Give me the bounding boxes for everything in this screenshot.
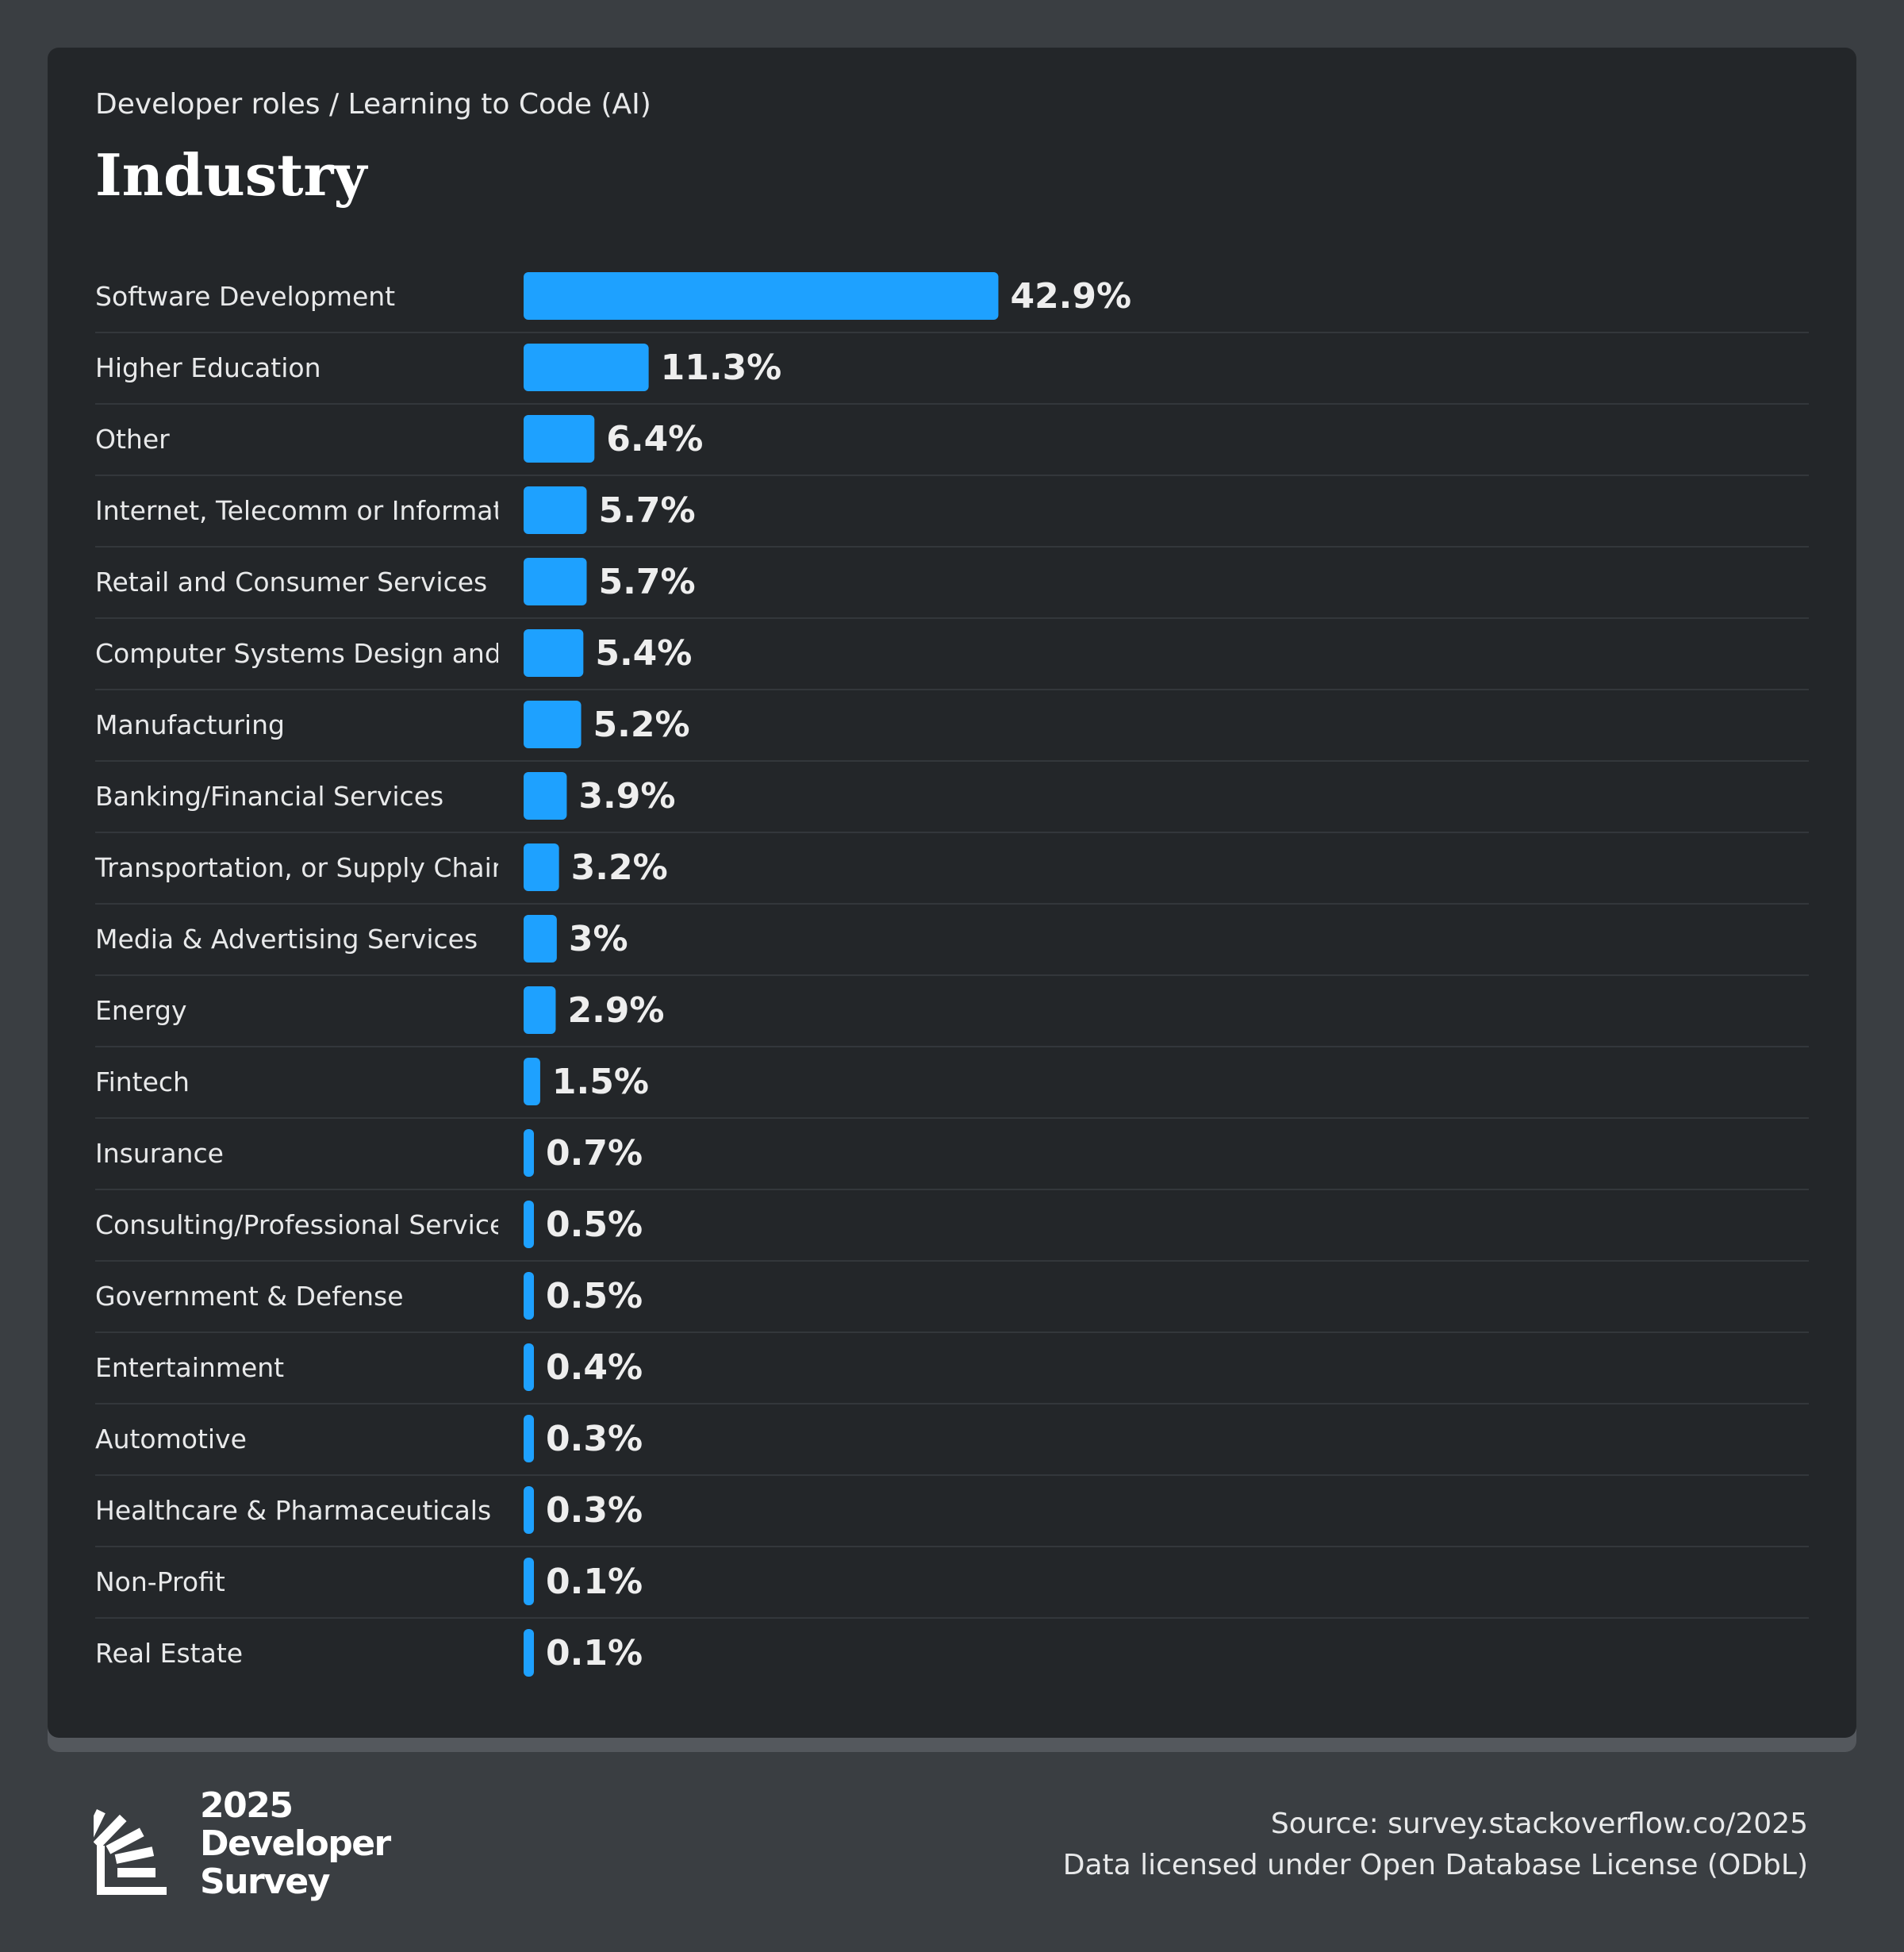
value-label: 2.9% — [567, 990, 664, 1031]
bar-row: Fintech 1.5% — [95, 1058, 1809, 1119]
bar-row: Healthcare & Pharmaceuticals 0.3% — [95, 1486, 1809, 1547]
bar — [524, 772, 567, 820]
bar — [524, 915, 557, 963]
bar — [524, 486, 587, 534]
bar-row: Consulting/Professional Services 0.5% — [95, 1201, 1809, 1262]
bar-row: Other 6.4% — [95, 415, 1809, 476]
category-label: Fintech — [95, 1066, 190, 1097]
value-label: 3% — [569, 919, 628, 959]
category-label: Other — [95, 424, 170, 455]
category-label: Consulting/Professional Services — [95, 1209, 519, 1240]
bar — [524, 344, 649, 391]
bar-row: Banking/Financial Services 3.9% — [95, 772, 1809, 833]
bar — [524, 629, 584, 677]
source-attribution: Source: survey.stackoverflow.co/2025 Dat… — [1063, 1804, 1808, 1886]
category-label: Manufacturing — [95, 709, 285, 740]
bar — [524, 843, 559, 891]
logo-year: 2025 — [200, 1785, 294, 1826]
survey-logo-text: 2025 Developer Survey — [200, 1785, 391, 1902]
logo-line-survey: Survey — [200, 1862, 330, 1902]
value-label: 3.2% — [571, 847, 668, 888]
bar — [524, 415, 595, 463]
bar — [524, 1558, 534, 1605]
value-label: 5.7% — [599, 490, 696, 531]
value-label: 0.7% — [546, 1133, 643, 1174]
category-label: Higher Education — [95, 352, 321, 383]
category-label: Computer Systems Design and Services — [95, 638, 620, 669]
bar-row: Insurance 0.7% — [95, 1129, 1809, 1190]
category-label: Real Estate — [95, 1638, 243, 1669]
category-label: Banking/Financial Services — [95, 781, 443, 812]
category-label: Insurance — [95, 1138, 224, 1169]
value-label: 0.3% — [546, 1419, 643, 1459]
category-label: Media & Advertising Services — [95, 924, 478, 955]
bar — [524, 1201, 534, 1248]
category-label: Government & Defense — [95, 1281, 404, 1312]
category-label: Software Development — [95, 281, 395, 312]
stack-overflow-logo-icon — [94, 1808, 167, 1895]
value-label: 11.3% — [661, 348, 782, 388]
category-label: Retail and Consumer Services — [95, 567, 487, 598]
category-label: Healthcare & Pharmaceuticals — [95, 1495, 491, 1526]
bar — [524, 272, 999, 320]
bar-row: Non-Profit 0.1% — [95, 1558, 1809, 1619]
category-label: Automotive — [95, 1424, 247, 1454]
bar — [524, 1058, 540, 1105]
bar-row: Manufacturing 5.2% — [95, 701, 1809, 762]
license-text: Data licensed under Open Database Licens… — [1062, 1849, 1808, 1881]
value-label: 0.5% — [546, 1276, 643, 1316]
bar-row: Internet, Telecomm or Information Servic… — [95, 486, 1809, 548]
value-label: 5.2% — [593, 705, 690, 745]
bar-row: Retail and Consumer Services 5.7% — [95, 558, 1809, 619]
breadcrumb: Developer roles / Learning to Code (AI) — [95, 88, 651, 121]
bar — [524, 1486, 534, 1534]
bar-row: Media & Advertising Services 3% — [95, 915, 1809, 976]
bar — [524, 1343, 534, 1391]
value-label: 0.3% — [546, 1490, 643, 1531]
bar — [524, 1129, 534, 1177]
bar-row: Automotive 0.3% — [95, 1415, 1809, 1476]
page-title: Industry — [95, 141, 367, 209]
value-label: 42.9% — [1010, 276, 1131, 317]
bar-row: Higher Education 11.3% — [95, 344, 1809, 405]
bar — [524, 1629, 534, 1677]
value-label: 0.1% — [546, 1633, 643, 1673]
value-label: 5.4% — [595, 633, 692, 674]
bar — [524, 1415, 534, 1462]
bar-row: Entertainment 0.4% — [95, 1343, 1809, 1404]
category-label: Energy — [95, 995, 187, 1026]
category-label: Internet, Telecomm or Information Servic… — [95, 495, 662, 526]
value-label: 0.5% — [546, 1205, 643, 1245]
bar-row: Government & Defense 0.5% — [95, 1272, 1809, 1333]
value-label: 0.1% — [546, 1562, 643, 1602]
value-label: 5.7% — [599, 562, 696, 602]
bar — [524, 986, 556, 1034]
chart-card — [48, 48, 1856, 1738]
bar-row: Energy 2.9% — [95, 986, 1809, 1047]
source-text: Source: survey.stackoverflow.co/2025 — [1270, 1808, 1808, 1840]
bar — [524, 1272, 534, 1320]
bar-row: Transportation, or Supply Chain 3.2% — [94, 843, 1809, 905]
category-label: Transportation, or Supply Chain — [94, 852, 509, 883]
logo-line-developer: Developer — [200, 1823, 391, 1864]
bar-row: Software Development 42.9% — [95, 272, 1809, 333]
value-label: 1.5% — [552, 1062, 649, 1102]
category-label: Non-Profit — [95, 1566, 225, 1597]
value-label: 6.4% — [606, 419, 703, 459]
value-label: 3.9% — [578, 776, 675, 817]
bar — [524, 701, 582, 748]
value-label: 0.4% — [546, 1347, 643, 1388]
category-label: Entertainment — [95, 1352, 284, 1383]
bar-row: Real Estate 0.1% — [95, 1629, 643, 1677]
bar — [524, 558, 587, 605]
